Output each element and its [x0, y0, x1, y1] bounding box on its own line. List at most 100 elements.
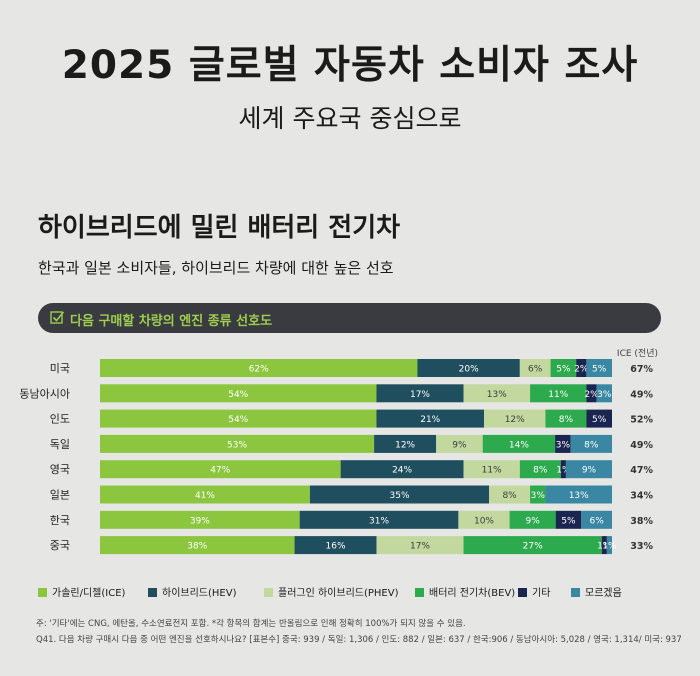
- category-label: 중국: [50, 539, 70, 552]
- bar-value-label: 21%: [420, 415, 440, 425]
- bar-value-label: 27%: [523, 542, 543, 552]
- bar-segment: [545, 485, 612, 504]
- bar-segment: [586, 359, 612, 377]
- footnote-question: Q41. 다음 차량 구매시 다음 중 어떤 엔진을 선호하시나요? [표본수]…: [36, 635, 682, 645]
- bar-value-label: 35%: [390, 491, 410, 501]
- section-title: 하이브리드에 밀린 배터리 전기차: [38, 213, 401, 243]
- legend-swatch-phev: [264, 588, 273, 597]
- bar-segment: [100, 409, 377, 428]
- bar-segment: [309, 485, 490, 504]
- ice-previous-value: 52%: [630, 415, 653, 426]
- bar-value-label: 1%: [556, 466, 571, 476]
- bar-segment: [100, 485, 310, 504]
- bar-value-label: 54%: [228, 390, 248, 400]
- bar-value-label: 3%: [556, 440, 571, 450]
- bar-segment: [570, 434, 612, 453]
- ice-previous-value: 67%: [630, 364, 653, 375]
- legend-swatch-other: [518, 588, 527, 597]
- bar-value-label: 41%: [195, 491, 215, 501]
- bar-value-label: 20%: [459, 365, 479, 375]
- bar-value-label: 31%: [369, 516, 389, 526]
- bar-value-label: 2%: [584, 390, 599, 400]
- bar-value-label: 16%: [326, 542, 346, 552]
- ice-previous-value: 49%: [630, 389, 653, 400]
- bar-segment: [376, 409, 484, 428]
- legend-swatch-bev: [415, 588, 424, 597]
- bar-segment: [601, 536, 607, 555]
- bar-value-label: 9%: [582, 466, 597, 476]
- bar-segment: [100, 510, 300, 529]
- legend-item-other: 기타: [518, 584, 550, 599]
- bar-segment: [482, 434, 556, 453]
- category-label: 인도: [50, 413, 70, 426]
- bar-value-label: 6%: [589, 516, 604, 526]
- legend-swatch-ice: [38, 588, 47, 597]
- bar-segment: [100, 384, 377, 403]
- ice-previous-value: 47%: [630, 465, 653, 476]
- chart-legend: 가솔린/디젤(ICE) 하이브리드(HEV) 플러그인 하이브리드(PHEV) …: [38, 584, 678, 599]
- bar-value-label: 8%: [533, 466, 548, 476]
- bar-value-label: 8%: [502, 491, 517, 501]
- category-label: 영국: [50, 463, 70, 476]
- bar-value-label: 54%: [228, 415, 248, 425]
- bar-value-label: 12%: [505, 415, 525, 425]
- legend-item-unknown: 모르겠음: [571, 584, 622, 599]
- bar-value-label: 39%: [190, 516, 210, 526]
- stacked-bar-chart: 미국 62% 20% 6% 5% 2% 5% 67%동남아시아 54% 17% 13% 11% 2%3%…: [19, 359, 653, 555]
- legend-item-phev: 플러그인 하이브리드(PHEV): [264, 584, 399, 599]
- bar-value-label: 5%: [592, 365, 607, 375]
- bar-value-label: 38%: [187, 542, 207, 552]
- bar-value-label: 47%: [210, 466, 230, 476]
- bar-segment: [484, 409, 546, 428]
- legend-label-phev: 플러그인 하이브리드(PHEV): [278, 588, 399, 599]
- category-label: 동남아시아: [19, 387, 70, 400]
- ice-previous-value: 49%: [630, 440, 653, 451]
- bar-segment: [586, 384, 597, 403]
- bar-segment: [555, 510, 582, 529]
- bar-value-label: 5%: [561, 516, 576, 526]
- bar-value-label: 24%: [392, 466, 412, 476]
- bar-segment: [509, 510, 556, 529]
- legend-swatch-hev: [148, 588, 157, 597]
- ice-previous-value: 34%: [630, 491, 653, 502]
- ice-previous-year-header: ICE (전년): [616, 349, 658, 359]
- question-label: 다음 구매할 차량의 엔진 종류 선호도: [70, 314, 273, 329]
- legend-label-ice: 가솔린/디젤(ICE): [52, 588, 126, 599]
- bar-value-label: 8%: [559, 415, 574, 425]
- bar-value-label: 12%: [395, 440, 415, 450]
- bar-segment: [489, 485, 531, 504]
- bar-value-label: 17%: [410, 542, 430, 552]
- bar-segment: [463, 460, 520, 479]
- bar-segment: [100, 359, 418, 377]
- category-label: 일본: [50, 488, 70, 502]
- bar-segment: [550, 359, 577, 377]
- bar-value-label: 6%: [528, 365, 543, 375]
- legend-label-hev: 하이브리드(HEV): [162, 588, 237, 599]
- bar-value-label: 9%: [452, 440, 467, 450]
- bar-value-label: 2%: [574, 365, 589, 375]
- bar-segment: [299, 510, 459, 529]
- bar-segment: [519, 460, 561, 479]
- legend-swatch-unknown: [571, 588, 580, 597]
- bar-segment: [376, 536, 464, 555]
- bar-value-label: 1%: [597, 542, 612, 552]
- legend-label-unknown: 모르겠음: [585, 588, 622, 599]
- legend-item-bev: 배터리 전기차(BEV): [415, 584, 515, 599]
- bar-segment: [100, 536, 295, 555]
- footnote-note: 주: '기타'에는 CNG, 에탄올, 수소연료전지 포함. *각 항목의 합계…: [36, 619, 466, 629]
- bar-value-label: 10%: [474, 516, 494, 526]
- question-bar: 다음 구매할 차량의 엔진 종류 선호도: [38, 303, 661, 333]
- legend-item-hev: 하이브리드(HEV): [148, 584, 236, 599]
- bar-segment: [581, 510, 612, 529]
- category-label: 한국: [50, 514, 70, 527]
- bar-value-label: 13%: [487, 390, 507, 400]
- bar-value-label: 3%: [597, 390, 612, 400]
- page-title: 2025 글로벌 자동차 소비자 조사: [61, 43, 639, 88]
- bar-value-label: 13%: [569, 491, 589, 501]
- bar-value-label: 17%: [410, 390, 430, 400]
- bar-segment: [340, 460, 464, 479]
- bar-segment: [565, 460, 612, 479]
- bar-value-label: 14%: [509, 440, 529, 450]
- bar-segment: [417, 359, 520, 377]
- bar-segment: [374, 434, 437, 453]
